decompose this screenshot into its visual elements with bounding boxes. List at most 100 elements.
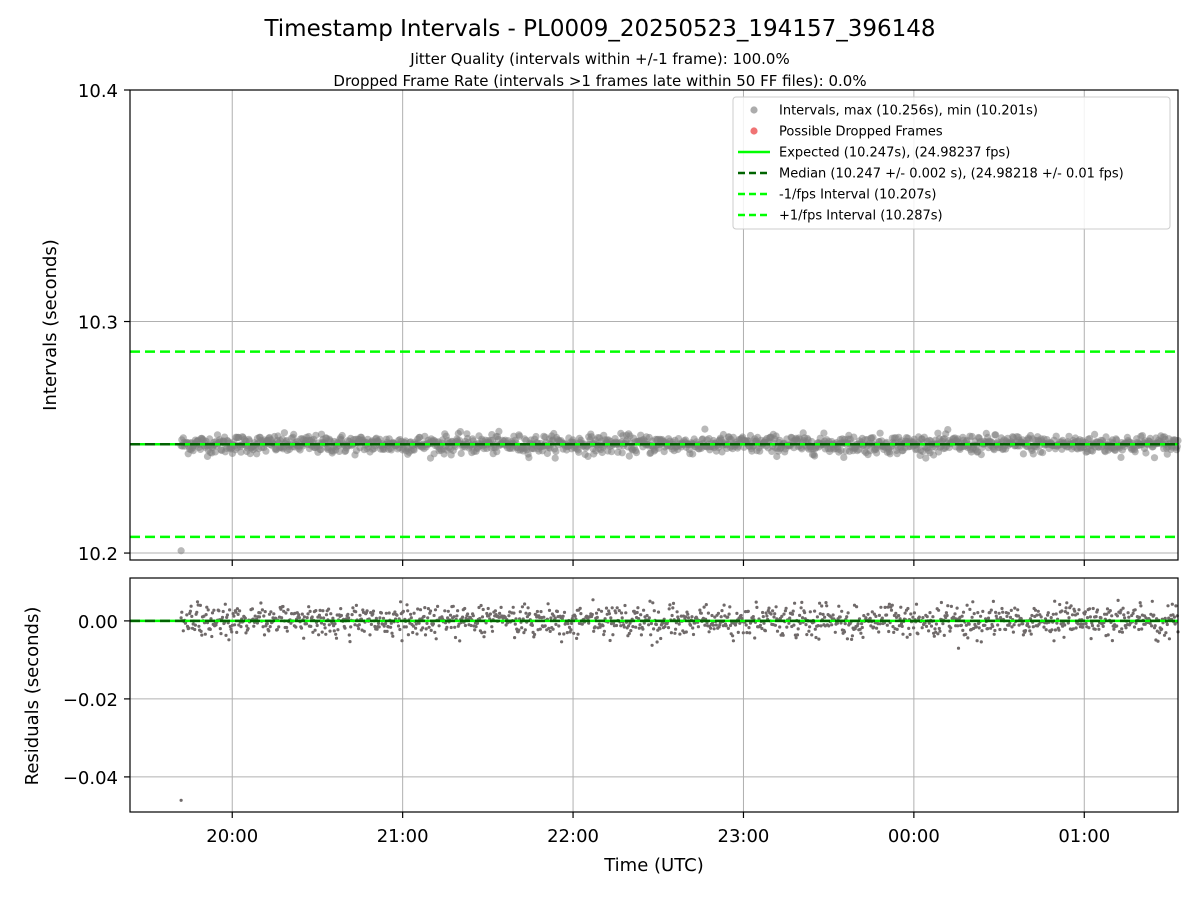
residual-point bbox=[202, 614, 206, 618]
residual-point bbox=[432, 613, 436, 618]
interval-point bbox=[820, 429, 828, 437]
residual-point bbox=[791, 609, 795, 613]
residual-point bbox=[894, 611, 898, 615]
interval-point bbox=[280, 429, 288, 437]
residual-point bbox=[1160, 627, 1164, 631]
residual-point bbox=[554, 622, 558, 627]
residual-point bbox=[281, 604, 285, 609]
residual-point bbox=[225, 615, 229, 620]
residual-point bbox=[339, 613, 343, 618]
residual-point bbox=[200, 633, 204, 637]
residual-point bbox=[667, 607, 671, 611]
residual-point bbox=[443, 609, 447, 613]
residual-point bbox=[739, 613, 743, 618]
residual-point bbox=[679, 614, 683, 618]
residual-point bbox=[452, 615, 456, 619]
residual-point bbox=[1046, 611, 1050, 615]
residual-point bbox=[428, 609, 433, 613]
residual-point bbox=[513, 636, 517, 640]
residual-point bbox=[986, 627, 990, 631]
residual-point bbox=[423, 606, 427, 610]
residual-point bbox=[314, 609, 318, 613]
residual-point bbox=[988, 610, 992, 615]
residual-point bbox=[1172, 615, 1176, 619]
residual-point bbox=[592, 629, 596, 633]
interval-point bbox=[944, 426, 952, 434]
residual-point bbox=[803, 611, 807, 615]
residual-point bbox=[379, 611, 383, 615]
residual-point bbox=[710, 613, 714, 618]
residual-point bbox=[976, 611, 980, 615]
residual-point bbox=[1064, 606, 1068, 610]
residual-point bbox=[382, 624, 386, 628]
residual-point bbox=[1021, 633, 1025, 637]
residual-point bbox=[1054, 612, 1058, 616]
residual-point bbox=[1108, 609, 1112, 613]
residual-point bbox=[286, 608, 290, 612]
x-tick-label: 21:00 bbox=[377, 826, 429, 847]
residual-point bbox=[755, 605, 759, 610]
residual-point bbox=[423, 633, 428, 637]
residual-point bbox=[615, 606, 619, 610]
interval-point bbox=[632, 449, 641, 457]
residual-point bbox=[843, 622, 847, 626]
residual-point bbox=[1067, 616, 1071, 620]
residual-point bbox=[1149, 612, 1153, 616]
residual-point bbox=[1112, 627, 1116, 631]
residual-point bbox=[1156, 639, 1160, 643]
residual-point bbox=[671, 601, 676, 606]
residual-point bbox=[648, 599, 652, 603]
residual-point bbox=[772, 615, 776, 619]
residual-point bbox=[255, 621, 259, 625]
residual-point bbox=[869, 624, 873, 628]
residual-point bbox=[800, 616, 805, 620]
residual-point bbox=[928, 611, 932, 615]
residual-point bbox=[208, 627, 212, 632]
residual-point bbox=[1126, 611, 1130, 615]
residual-point bbox=[299, 626, 304, 630]
residual-point bbox=[1033, 608, 1038, 612]
residual-point bbox=[1120, 630, 1124, 634]
residual-point bbox=[726, 626, 731, 631]
residual-point bbox=[533, 632, 537, 637]
residual-point bbox=[960, 614, 964, 618]
residual-point bbox=[961, 628, 965, 633]
interval-point bbox=[1091, 430, 1099, 438]
residual-point bbox=[813, 609, 817, 613]
residual-point bbox=[267, 629, 271, 633]
residual-point bbox=[970, 615, 974, 619]
residual-point bbox=[850, 637, 854, 642]
residual-point bbox=[651, 601, 655, 605]
residual-point bbox=[579, 612, 583, 616]
residual-point bbox=[384, 621, 388, 626]
interval-point bbox=[552, 447, 560, 455]
residual-point bbox=[195, 610, 199, 614]
residual-point bbox=[260, 608, 264, 612]
residual-point bbox=[331, 616, 335, 620]
residual-point bbox=[639, 633, 644, 637]
residual-point bbox=[412, 611, 416, 615]
residual-point bbox=[861, 635, 865, 640]
residual-point bbox=[358, 613, 362, 617]
residual-point bbox=[361, 608, 365, 612]
y-tick-label: 0.00 bbox=[78, 612, 118, 633]
residual-point bbox=[354, 603, 358, 608]
residual-point bbox=[237, 623, 241, 627]
residual-point bbox=[551, 627, 555, 631]
residual-point bbox=[764, 611, 768, 615]
residual-point bbox=[514, 617, 518, 621]
residual-point bbox=[530, 623, 535, 628]
residual-point bbox=[603, 617, 607, 621]
y-tick-label: −0.04 bbox=[63, 768, 118, 789]
residual-point bbox=[446, 609, 450, 613]
residual-point bbox=[1010, 625, 1014, 629]
residual-point bbox=[228, 608, 232, 612]
residual-point bbox=[599, 609, 604, 613]
residual-point bbox=[417, 621, 421, 625]
residual-point bbox=[675, 610, 679, 614]
residual-point bbox=[517, 628, 521, 632]
residual-point bbox=[199, 629, 203, 634]
residual-point bbox=[676, 615, 680, 619]
residual-point bbox=[891, 625, 895, 629]
residual-point bbox=[1063, 610, 1067, 614]
